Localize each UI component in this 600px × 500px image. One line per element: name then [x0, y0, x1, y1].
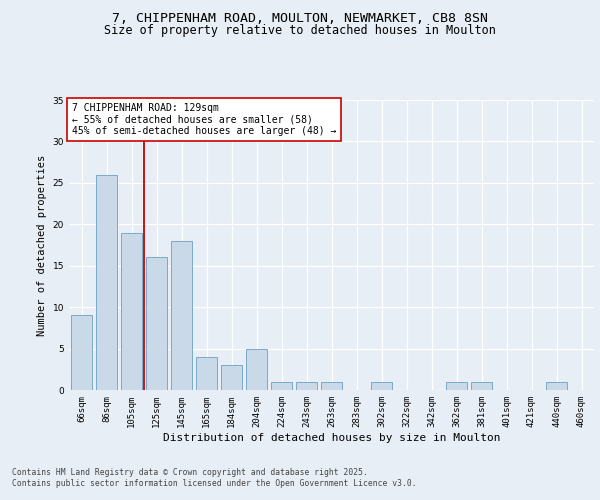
Y-axis label: Number of detached properties: Number of detached properties — [37, 154, 47, 336]
Bar — [371, 382, 392, 390]
Bar — [471, 382, 492, 390]
Bar — [71, 316, 92, 390]
Text: Contains HM Land Registry data © Crown copyright and database right 2025.
Contai: Contains HM Land Registry data © Crown c… — [12, 468, 416, 487]
Bar — [296, 382, 317, 390]
Text: 7 CHIPPENHAM ROAD: 129sqm
← 55% of detached houses are smaller (58)
45% of semi-: 7 CHIPPENHAM ROAD: 129sqm ← 55% of detac… — [71, 103, 336, 136]
Bar — [96, 174, 117, 390]
Bar — [446, 382, 467, 390]
Bar — [146, 258, 167, 390]
Bar — [196, 357, 217, 390]
Bar — [321, 382, 342, 390]
Bar — [271, 382, 292, 390]
Text: Size of property relative to detached houses in Moulton: Size of property relative to detached ho… — [104, 24, 496, 37]
X-axis label: Distribution of detached houses by size in Moulton: Distribution of detached houses by size … — [163, 432, 500, 442]
Bar — [246, 348, 267, 390]
Bar — [221, 365, 242, 390]
Bar — [171, 241, 192, 390]
Bar — [546, 382, 567, 390]
Text: 7, CHIPPENHAM ROAD, MOULTON, NEWMARKET, CB8 8SN: 7, CHIPPENHAM ROAD, MOULTON, NEWMARKET, … — [112, 12, 488, 26]
Bar — [121, 232, 142, 390]
